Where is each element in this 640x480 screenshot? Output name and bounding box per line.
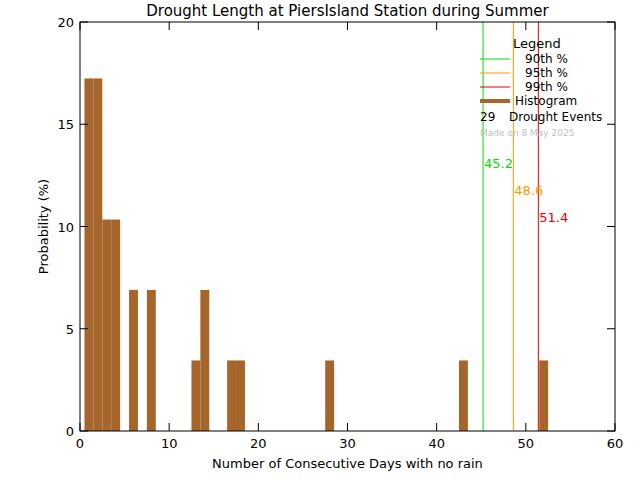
plot-frame <box>80 22 615 431</box>
histogram-bar <box>129 290 138 431</box>
legend-swatch <box>480 73 510 74</box>
y-tick-right <box>607 124 615 125</box>
histogram-bar <box>147 290 156 431</box>
x-tick-label: 10 <box>161 436 178 451</box>
x-tick-top <box>169 22 170 30</box>
histogram-bar <box>111 220 120 431</box>
legend-label: 99th % <box>525 80 568 94</box>
legend-swatch <box>480 87 510 88</box>
histogram-bar <box>191 360 200 431</box>
y-tick-right <box>607 22 615 23</box>
x-tick-top <box>80 22 81 30</box>
x-tick <box>347 423 348 431</box>
title: Drought Length at PiersIsland Station du… <box>146 2 549 20</box>
x-tick-label: 40 <box>428 436 445 451</box>
x-tick <box>80 423 81 431</box>
y-tick <box>80 124 88 125</box>
legend: Legend90th %95th %99th %Histogram 29 Droug… <box>480 36 602 138</box>
histogram-bar <box>227 360 236 431</box>
legend-swatch <box>480 59 510 60</box>
percentile-line <box>513 22 514 431</box>
histogram-bar <box>236 360 245 431</box>
x-tick <box>615 423 616 431</box>
x-tick-top <box>525 22 526 30</box>
histogram-bar <box>325 360 334 431</box>
x-tick-label: 60 <box>607 436 624 451</box>
y-tick-right <box>607 431 615 432</box>
legend-label: Histogram <box>515 94 577 108</box>
event-label: Drought Events <box>509 110 602 124</box>
y-axis-label: Probability (%) <box>36 179 51 274</box>
x-tick <box>258 423 259 431</box>
x-tick-label: 20 <box>250 436 267 451</box>
x-tick <box>525 423 526 431</box>
histogram-bar <box>200 290 209 431</box>
legend-label: 90th % <box>525 52 568 66</box>
y-tick <box>80 431 88 432</box>
y-tick-label: 20 <box>57 15 74 30</box>
y-tick <box>80 226 88 227</box>
legend-swatch <box>480 99 510 103</box>
x-tick-label: 0 <box>76 436 84 451</box>
x-tick <box>169 423 170 431</box>
background <box>0 0 640 480</box>
y-tick-label: 5 <box>66 322 74 337</box>
event-count: 29 <box>480 110 495 124</box>
y-tick-label: 10 <box>57 220 74 235</box>
x-tick-label: 50 <box>518 436 535 451</box>
histogram-bar <box>93 78 102 431</box>
percentile-label: 48.6 <box>514 183 543 198</box>
plot-area <box>84 22 548 431</box>
x-axis-label: Number of Consecutive Days with no rain <box>212 456 483 471</box>
x-tick <box>436 423 437 431</box>
x-tick-label: 30 <box>339 436 356 451</box>
legend-label: 95th % <box>525 66 568 80</box>
x-tick-top <box>436 22 437 30</box>
chart: Drought Length at PiersIsland Station du… <box>0 0 640 480</box>
made-on-note: Made on 8 May 2025 <box>480 128 574 138</box>
histogram-bar <box>102 220 111 431</box>
percentile-label: 51.4 <box>539 210 568 225</box>
histogram-bar <box>84 78 93 431</box>
legend-title: Legend <box>513 36 561 51</box>
x-tick-top <box>258 22 259 30</box>
y-tick <box>80 22 88 23</box>
percentile-label: 45.2 <box>484 156 513 171</box>
x-tick-top <box>615 22 616 30</box>
x-tick-top <box>347 22 348 30</box>
y-tick-label: 15 <box>57 117 74 132</box>
histogram-bar <box>459 360 468 431</box>
histogram-bar <box>539 360 548 431</box>
y-tick <box>80 328 88 329</box>
y-tick-right <box>607 226 615 227</box>
y-tick-label: 0 <box>66 424 74 439</box>
percentile-line <box>483 22 484 431</box>
y-tick-right <box>607 328 615 329</box>
